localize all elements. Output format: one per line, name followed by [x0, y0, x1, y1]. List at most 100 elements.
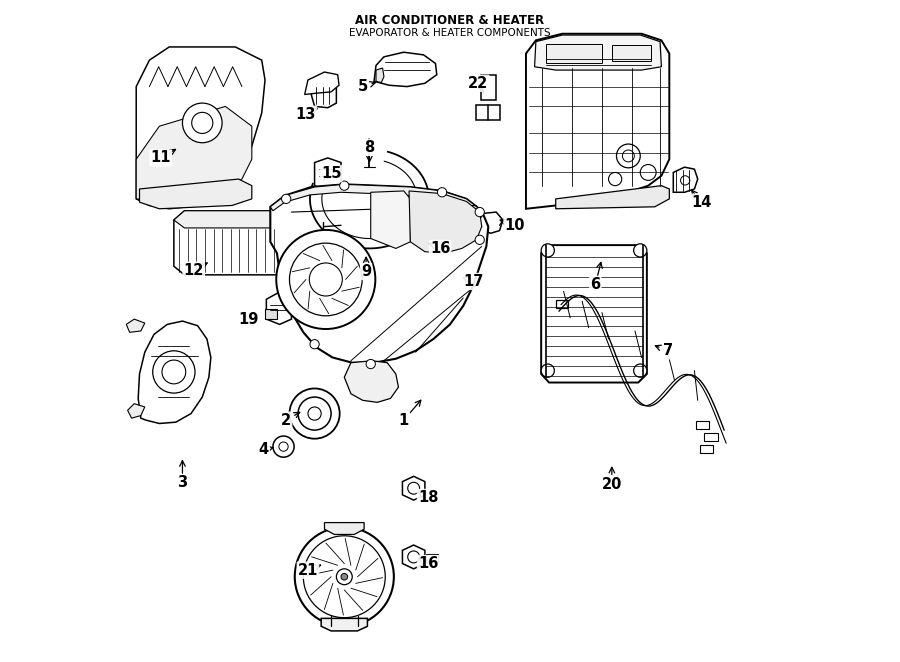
- Circle shape: [640, 165, 656, 180]
- Circle shape: [308, 407, 321, 420]
- Polygon shape: [140, 179, 252, 209]
- Polygon shape: [128, 404, 145, 418]
- Circle shape: [418, 234, 429, 246]
- Circle shape: [192, 113, 212, 134]
- Circle shape: [437, 187, 446, 197]
- Circle shape: [634, 364, 647, 377]
- Polygon shape: [402, 545, 425, 569]
- Bar: [476, 105, 500, 120]
- Circle shape: [541, 364, 554, 377]
- Circle shape: [634, 244, 647, 257]
- Bar: [265, 309, 277, 319]
- Polygon shape: [174, 211, 289, 275]
- Circle shape: [310, 263, 342, 296]
- Text: 6: 6: [590, 277, 600, 292]
- Circle shape: [298, 397, 331, 430]
- Circle shape: [337, 569, 352, 585]
- Circle shape: [290, 389, 339, 439]
- Text: 4: 4: [258, 442, 269, 457]
- Polygon shape: [139, 321, 211, 424]
- Bar: [696, 421, 709, 429]
- Text: 12: 12: [184, 263, 204, 278]
- Circle shape: [335, 213, 347, 226]
- Polygon shape: [555, 185, 670, 209]
- Circle shape: [162, 360, 185, 384]
- Polygon shape: [345, 361, 399, 402]
- Circle shape: [680, 175, 689, 185]
- Circle shape: [366, 359, 375, 369]
- Polygon shape: [409, 191, 482, 253]
- Text: 22: 22: [468, 75, 489, 91]
- Text: 21: 21: [298, 563, 319, 578]
- Bar: [436, 236, 447, 245]
- Circle shape: [295, 527, 394, 626]
- Text: AIR CONDITIONER & HEATER: AIR CONDITIONER & HEATER: [356, 14, 544, 27]
- Circle shape: [444, 263, 470, 290]
- Text: 17: 17: [463, 274, 483, 289]
- Bar: [699, 445, 713, 453]
- Polygon shape: [402, 477, 425, 500]
- Text: 19: 19: [238, 312, 258, 326]
- Circle shape: [183, 103, 222, 143]
- Polygon shape: [414, 228, 434, 250]
- Polygon shape: [374, 52, 436, 87]
- Text: 11: 11: [150, 150, 171, 166]
- Polygon shape: [126, 319, 145, 332]
- Circle shape: [541, 244, 554, 257]
- Text: 15: 15: [320, 166, 341, 181]
- Polygon shape: [315, 158, 341, 191]
- Circle shape: [616, 144, 640, 168]
- Circle shape: [341, 573, 347, 580]
- Bar: [612, 45, 652, 62]
- Polygon shape: [174, 211, 289, 228]
- Text: 16: 16: [430, 241, 450, 256]
- Text: 9: 9: [361, 264, 371, 279]
- Text: 5: 5: [357, 79, 368, 94]
- Circle shape: [290, 243, 362, 316]
- Circle shape: [273, 436, 294, 457]
- Polygon shape: [376, 68, 384, 83]
- Polygon shape: [311, 83, 337, 108]
- Circle shape: [475, 235, 484, 244]
- Circle shape: [408, 551, 419, 563]
- Circle shape: [276, 230, 375, 329]
- Polygon shape: [371, 191, 410, 248]
- Polygon shape: [136, 107, 252, 202]
- Polygon shape: [270, 184, 489, 363]
- Circle shape: [623, 150, 634, 162]
- Polygon shape: [541, 245, 647, 383]
- Text: 8: 8: [364, 140, 374, 155]
- Bar: [545, 44, 602, 64]
- Text: 13: 13: [296, 107, 316, 122]
- Text: 18: 18: [418, 490, 438, 505]
- Circle shape: [303, 536, 385, 618]
- Circle shape: [450, 270, 464, 283]
- Text: 1: 1: [399, 412, 409, 428]
- Text: 7: 7: [663, 344, 673, 358]
- Circle shape: [408, 483, 419, 494]
- Text: 14: 14: [691, 195, 711, 210]
- Text: 20: 20: [602, 477, 622, 492]
- Polygon shape: [476, 212, 503, 233]
- Bar: [705, 433, 717, 441]
- Circle shape: [339, 181, 349, 190]
- Polygon shape: [325, 522, 364, 534]
- Text: 3: 3: [177, 475, 187, 491]
- Text: 16: 16: [418, 556, 438, 571]
- Circle shape: [608, 173, 622, 185]
- Circle shape: [279, 442, 288, 451]
- Circle shape: [475, 207, 484, 216]
- Text: EVAPORATOR & HEATER COMPONENTS: EVAPORATOR & HEATER COMPONENTS: [349, 28, 551, 38]
- Text: 10: 10: [505, 218, 525, 233]
- Polygon shape: [305, 72, 339, 95]
- Polygon shape: [270, 184, 482, 217]
- Circle shape: [153, 351, 195, 393]
- Polygon shape: [266, 293, 292, 324]
- Polygon shape: [526, 34, 670, 209]
- Polygon shape: [321, 618, 367, 631]
- Polygon shape: [673, 167, 698, 192]
- Circle shape: [310, 340, 320, 349]
- Bar: [427, 554, 438, 562]
- Polygon shape: [535, 35, 662, 70]
- Bar: [481, 75, 496, 100]
